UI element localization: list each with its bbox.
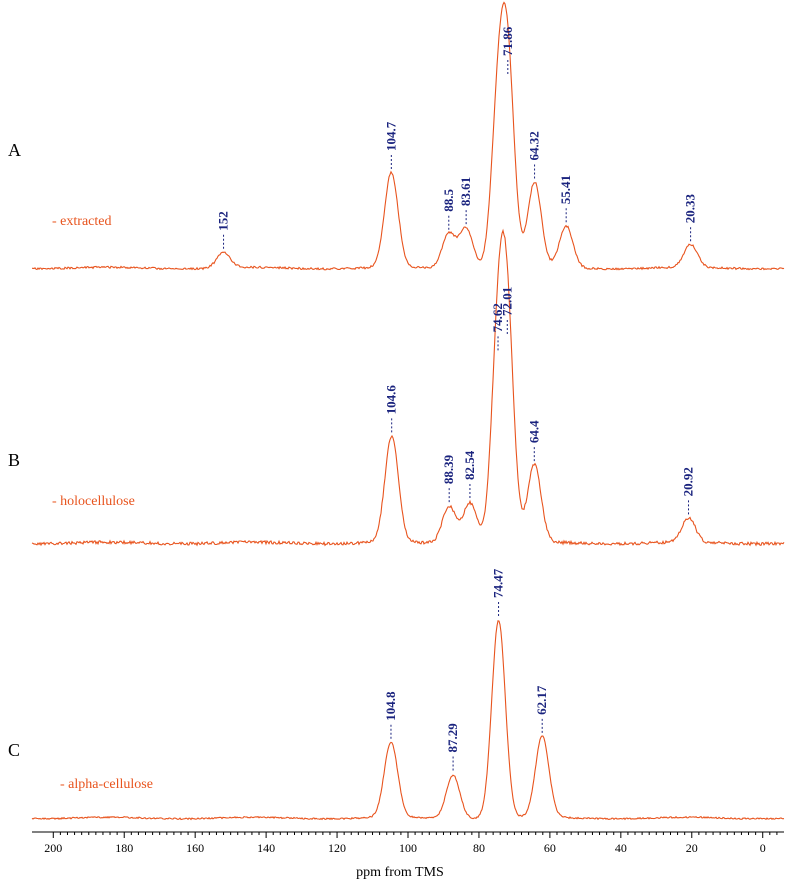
x-tick-label-20: 20 <box>686 841 698 855</box>
spectrum-line-b <box>31 228 785 547</box>
peak-label-b-2: 82.54 <box>462 450 477 480</box>
peak-label-c-3: 62.17 <box>534 685 549 715</box>
spectrum-panel-c: C - alpha-cellulose 104.8 87.29 74.47 62.17 <box>8 568 785 821</box>
peak-label-c-1: 87.29 <box>445 723 460 753</box>
peak-label-b-0: 104.6 <box>384 385 399 415</box>
legend-dash-c: - <box>60 777 68 792</box>
x-axis: 200 180 160 140 120 100 80 60 40 20 0 ppm from TMS <box>32 831 784 880</box>
peak-label-b-1: 88.39 <box>441 454 456 484</box>
x-tick-label-140: 140 <box>257 841 275 855</box>
peak-label-a-7: 55.41 <box>558 175 573 204</box>
peak-label-c-0: 104.8 <box>383 691 398 721</box>
legend-entry-c: - alpha-cellulose <box>60 777 153 792</box>
x-axis-ticks: 200 180 160 140 120 100 80 60 40 20 0 <box>44 832 778 855</box>
panel-letter-c: C <box>8 740 20 760</box>
peak-label-a-8: 20.33 <box>683 193 698 223</box>
x-tick-label-60: 60 <box>544 841 556 855</box>
legend-dash-a: - <box>52 214 60 229</box>
peak-label-c-2: 74.47 <box>491 568 506 598</box>
spectrum-panel-a: A - extracted 152 104.7 88.5 83.61 71.86 64.3… <box>8 1 785 271</box>
x-tick-label-100: 100 <box>399 841 417 855</box>
peak-label-a-3: 83.61 <box>458 177 473 206</box>
peak-label-b-3: 74.62 <box>490 303 505 332</box>
peak-label-b-5: 64.4 <box>526 420 541 443</box>
peak-label-a-0: 152 <box>216 211 231 231</box>
peak-labels-a: 152 104.7 88.5 83.61 71.86 64.32 55.41 20.33 <box>216 26 698 249</box>
peak-label-b-4: 72.01 <box>499 287 514 316</box>
peak-label-a-5: 71.86 <box>500 26 515 56</box>
panel-letter-a: A <box>8 140 21 160</box>
spectrum-panel-b: B - holocellulose 104.6 88.39 82.54 74.6272… <box>8 228 785 547</box>
peak-label-b-6: 20.92 <box>681 467 696 496</box>
legend-label-b: holocellulose <box>60 494 135 509</box>
spectrum-line-c <box>31 620 785 821</box>
peak-label-a-1: 104.7 <box>383 121 398 151</box>
peak-labels-c: 104.8 87.29 74.47 62.17 <box>383 568 549 771</box>
x-tick-label-40: 40 <box>615 841 627 855</box>
legend-entry-a: - extracted <box>52 214 111 229</box>
panel-letter-b: B <box>8 450 20 470</box>
peak-label-a-2: 88.5 <box>441 189 456 212</box>
spectrum-line-a <box>32 1 785 271</box>
legend-dash-b: - <box>52 494 60 509</box>
legend-entry-b: - holocellulose <box>52 494 135 509</box>
x-axis-title: ppm from TMS <box>356 865 444 880</box>
x-tick-label-200: 200 <box>44 841 62 855</box>
x-tick-label-180: 180 <box>115 841 133 855</box>
x-tick-label-120: 120 <box>328 841 346 855</box>
legend-label-c: alpha-cellulose <box>68 777 153 792</box>
x-tick-label-0: 0 <box>760 841 766 855</box>
peak-label-a-6: 64.32 <box>527 131 542 160</box>
legend-label-a: extracted <box>60 214 111 229</box>
x-tick-label-160: 160 <box>186 841 204 855</box>
x-tick-label-80: 80 <box>473 841 485 855</box>
